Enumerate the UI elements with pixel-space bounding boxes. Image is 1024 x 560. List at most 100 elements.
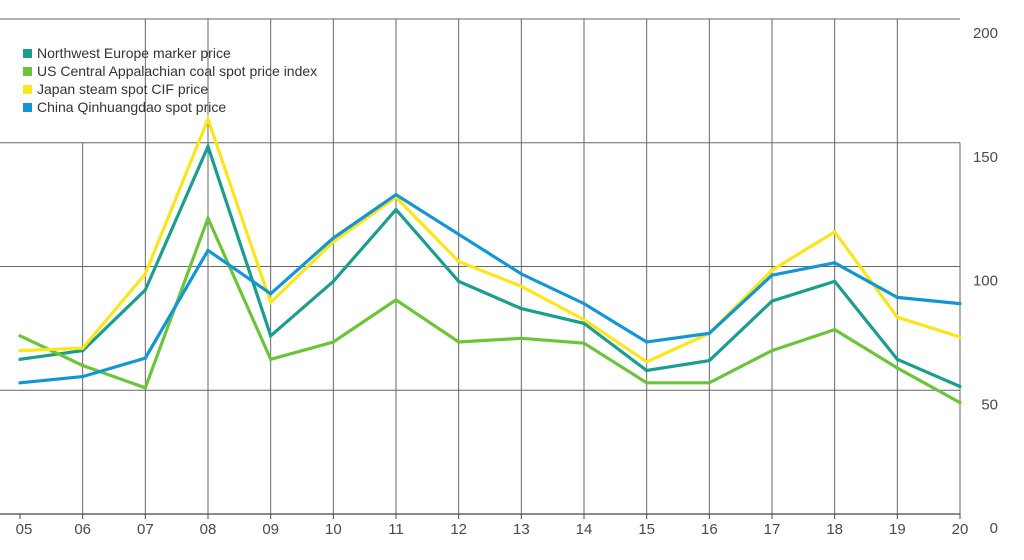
data-point (394, 193, 398, 197)
data-point (269, 292, 273, 296)
data-point (457, 232, 461, 236)
x-tick-label: 15 (638, 521, 655, 538)
x-tick-label: 19 (889, 521, 906, 538)
data-point (958, 401, 962, 405)
data-point (457, 340, 461, 344)
data-point (770, 273, 774, 277)
data-point (958, 335, 962, 339)
legend-label: China Qinhuangdao spot price (37, 99, 226, 115)
data-point (457, 259, 461, 264)
series-line-3 (19, 114, 961, 364)
data-point (81, 375, 85, 379)
legend-label: Northwest Europe marker price (37, 45, 231, 61)
data-point (331, 236, 335, 240)
data-point (582, 302, 586, 306)
legend-swatch (23, 49, 32, 58)
series-line-1 (19, 142, 961, 388)
data-point (18, 381, 22, 385)
data-point (582, 318, 586, 322)
data-point (269, 334, 273, 338)
y-tick-label: 200 (973, 25, 998, 42)
x-tick-label: 14 (576, 521, 593, 538)
data-point (519, 336, 523, 340)
data-point (81, 349, 85, 353)
data-point (143, 386, 147, 390)
data-point (519, 306, 523, 311)
x-tick-label: 13 (513, 521, 530, 538)
data-point (206, 117, 210, 121)
data-point (895, 366, 899, 370)
x-tick-label: 09 (262, 521, 279, 538)
data-point (770, 349, 774, 353)
x-tick-label: 12 (450, 521, 467, 538)
data-point (81, 363, 85, 368)
y-tick-label: 0 (990, 520, 998, 537)
data-point (457, 279, 461, 283)
data-point (833, 279, 837, 283)
data-point (645, 360, 649, 364)
series-lines (18, 114, 962, 405)
data-point (958, 384, 962, 389)
data-point (895, 357, 899, 361)
x-axis-ticks: 05 06 07 08 09 10 11 12 13 14 15 16 17 18 19 20 (16, 514, 969, 538)
y-tick-label: 100 (973, 273, 998, 290)
data-point (895, 315, 899, 319)
data-point (143, 272, 147, 276)
x-tick-label: 08 (200, 521, 217, 538)
grid (0, 18, 961, 515)
data-point (770, 268, 774, 272)
data-point (206, 248, 210, 253)
data-point (519, 284, 523, 288)
legend-swatch (23, 67, 32, 76)
x-tick-label: 07 (137, 521, 154, 538)
x-tick-label: 10 (325, 521, 342, 538)
data-point (269, 357, 273, 361)
data-point (833, 328, 837, 332)
data-point (331, 279, 335, 283)
x-tick-label: 20 (952, 521, 969, 538)
data-point (707, 331, 711, 335)
data-point (331, 340, 335, 344)
data-point (269, 300, 273, 304)
legend-label: US Central Appalachian coal spot price i… (37, 63, 317, 79)
x-tick-label: 05 (16, 521, 33, 538)
data-point (770, 299, 774, 303)
data-point (519, 272, 523, 276)
legend-label: Japan steam spot CIF price (37, 81, 208, 97)
y-tick-label: 50 (981, 396, 998, 413)
data-point (645, 340, 649, 344)
data-point (707, 358, 711, 363)
data-point (206, 144, 210, 149)
y-tick-label: 150 (973, 149, 998, 166)
data-point (707, 381, 711, 385)
data-point (958, 302, 962, 306)
legend-swatch (23, 85, 32, 94)
data-point (833, 261, 837, 265)
data-point (206, 216, 210, 220)
legend: Northwest Europe marker price US Central … (23, 45, 317, 115)
x-tick-label: 18 (826, 521, 843, 538)
data-point (394, 207, 398, 212)
data-point (833, 230, 837, 234)
data-point (394, 298, 398, 302)
legend-swatch (23, 103, 32, 112)
data-point (895, 295, 899, 300)
y-axis-ticks: 0 50 100 150 200 (973, 25, 998, 537)
x-tick-label: 11 (388, 521, 404, 538)
data-point (143, 356, 147, 360)
data-point (582, 321, 586, 326)
data-point (18, 334, 22, 338)
data-point (18, 357, 22, 361)
x-tick-label: 06 (74, 521, 91, 538)
data-point (582, 341, 586, 345)
data-point (331, 240, 335, 244)
series-line-2 (19, 213, 961, 405)
data-point (143, 288, 147, 292)
data-point (645, 368, 649, 373)
x-tick-label: 17 (764, 521, 781, 538)
data-point (645, 381, 649, 385)
data-point (18, 349, 22, 353)
x-tick-label: 16 (701, 521, 718, 538)
data-point (81, 346, 85, 350)
